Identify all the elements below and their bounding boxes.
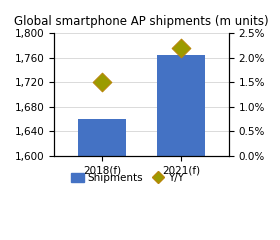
Bar <box>157 55 205 240</box>
Bar <box>78 119 126 240</box>
Point <box>179 46 183 50</box>
Legend: Shipments, Y/Y: Shipments, Y/Y <box>67 169 188 187</box>
Title: Global smartphone AP shipments (m units): Global smartphone AP shipments (m units) <box>14 15 269 28</box>
Point <box>100 80 104 84</box>
